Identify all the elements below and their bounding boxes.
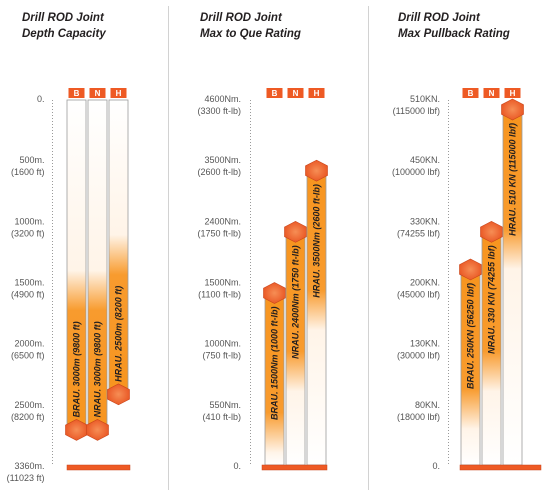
y-tick-sublabel: (30000 lbf): [397, 351, 440, 361]
y-tick-label: 510KN.: [410, 94, 440, 104]
chart-subtitle: Depth Capacity: [22, 28, 106, 40]
category-badge-label: N: [95, 89, 101, 98]
y-tick-sublabel: (1100 ft-lb): [198, 290, 241, 300]
y-tick-label: 0.: [432, 461, 440, 471]
bar-end-hexagon: [107, 383, 130, 406]
baseline-bar: [459, 464, 542, 471]
bar-end-hexagon: [86, 419, 109, 441]
bar-end-hexagon: [305, 159, 328, 182]
category-badge-label: H: [314, 89, 320, 98]
category-badge-label: B: [74, 89, 80, 98]
y-tick-sublabel: (6500 ft): [11, 351, 45, 361]
chart-marks: 0. 80KN. (18000 lbf) 130KN. (30000 lbf) 200KN…: [392, 88, 542, 471]
y-tick-label: 2000m.: [14, 339, 44, 349]
y-tick-sublabel: (2600 ft-lb): [197, 167, 241, 177]
y-tick-sublabel: (18000 lbf): [397, 412, 440, 422]
y-tick-sublabel: (45000 lbf): [397, 290, 440, 300]
bar-value-label: NRAU. 3000m (9800 ft): [93, 321, 103, 417]
bar-value-label: BRAU. 250KN (56250 lbf): [466, 283, 476, 389]
y-tick-label: 2400Nm.: [204, 216, 241, 226]
y-tick-label: 1500Nm.: [204, 278, 241, 288]
category-badge-label: B: [272, 89, 278, 98]
bar-value-label: NRAU. 330 KN (74255 lbf): [487, 245, 497, 354]
panel-max-pullback-rating: Drill ROD Joint Max Pullback Rating 0. 80…: [392, 12, 542, 471]
category-badge: [68, 88, 85, 98]
y-tick-label: 550Nm.: [209, 400, 241, 410]
category-badge-label: H: [510, 89, 516, 98]
panel-max-to-que-rating: Drill ROD Joint Max to Que Rating 0. 550N…: [197, 12, 328, 471]
y-tick-sublabel: (750 ft-lb): [202, 351, 241, 361]
y-tick-label: 130KN.: [410, 339, 440, 349]
y-tick-label: 450KN.: [410, 155, 440, 165]
y-tick-sublabel: (3300 ft-lb): [197, 106, 241, 116]
y-tick-label: 330KN.: [410, 216, 440, 226]
y-tick-sublabel: (100000 lbf): [392, 167, 440, 177]
panel-depth-capacity: Drill ROD Joint Depth Capacity 0. 500m. (1…: [7, 12, 131, 483]
chart-title: Drill ROD Joint: [200, 12, 283, 24]
category-badge: [287, 88, 304, 98]
category-badge: [308, 88, 325, 98]
baseline-bar: [66, 464, 131, 471]
bar-end-hexagon: [459, 258, 482, 281]
category-badge: [110, 88, 127, 98]
y-tick-sublabel: (410 ft-lb): [202, 412, 241, 422]
y-tick-sublabel: (8200 ft): [11, 412, 45, 422]
y-tick-label: 0.: [233, 461, 241, 471]
y-tick-sublabel: (1600 ft): [11, 167, 45, 177]
bar-end-hexagon: [501, 98, 524, 121]
bar-value-label: BRAU. 1500Nm (1000 ft-lb): [270, 307, 280, 421]
chart-marks: 0. 500m. (1600 ft) 1000m. (3200 ft) 1500m. (49…: [7, 88, 131, 483]
chart-title: Drill ROD Joint: [398, 12, 481, 24]
y-tick-label: 3500Nm.: [204, 155, 241, 165]
category-badge-label: N: [293, 89, 299, 98]
chart-subtitle: Max to Que Rating: [200, 28, 301, 40]
bar-end-hexagon: [284, 220, 307, 243]
y-tick-label: 200KN.: [410, 278, 440, 288]
y-tick-label: 500m.: [19, 155, 44, 165]
bar-value-label: BRAU. 3000m (9800 ft): [72, 321, 82, 417]
y-tick-label: 1000m.: [14, 216, 44, 226]
chart-marks: 0. 550Nm. (410 ft-lb) 1000Nm. (750 ft-lb) 150…: [197, 88, 328, 471]
bar-end-hexagon: [480, 220, 503, 243]
y-tick-sublabel: (74255 lbf): [397, 228, 440, 238]
y-tick-sublabel: (11023 ft): [7, 473, 45, 483]
category-badge: [504, 88, 521, 98]
y-tick-label: 3360m.: [14, 461, 44, 471]
y-tick-label: 2500m.: [14, 400, 44, 410]
bar-value-label: HRAU. 510 KN (115000 lbf): [508, 123, 518, 236]
bar-end-hexagon: [263, 282, 286, 304]
bar-value-label: NRAU. 2400Nm (1750 ft-lb): [291, 245, 301, 359]
y-tick-sublabel: (3200 ft): [11, 228, 45, 238]
category-badge: [266, 88, 283, 98]
y-tick-sublabel: (4900 ft): [11, 290, 45, 300]
y-tick-sublabel: (115000 lbf): [393, 106, 440, 116]
y-tick-label: 4600Nm.: [204, 94, 241, 104]
y-tick-sublabel: (1750 ft-lb): [197, 228, 241, 238]
category-badge-label: N: [489, 89, 495, 98]
category-badge-label: H: [116, 89, 122, 98]
bar-value-label: HRAU. 3500Nm (2600 ft-lb): [312, 184, 322, 298]
category-badge: [89, 88, 106, 98]
chart-subtitle: Max Pullback Rating: [398, 28, 510, 40]
y-tick-label: 80KN.: [415, 400, 440, 410]
category-badge-label: B: [468, 89, 474, 98]
y-tick-label: 1500m.: [14, 278, 44, 288]
baseline-bar: [261, 464, 328, 471]
category-badge: [462, 88, 479, 98]
bar-value-label: HRAU. 2500m (8200 ft): [114, 286, 124, 382]
y-tick-label: 0.: [37, 94, 45, 104]
category-badge: [483, 88, 500, 98]
y-tick-label: 1000Nm.: [204, 339, 241, 349]
chart-title: Drill ROD Joint: [22, 12, 105, 24]
